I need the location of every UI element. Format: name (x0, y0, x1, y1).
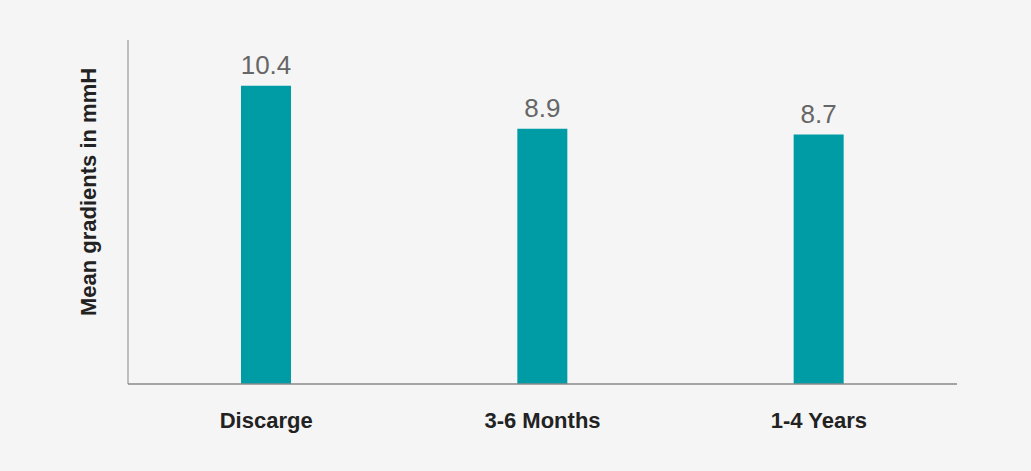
svg-text:3-6 Months: 3-6 Months (484, 408, 600, 433)
svg-text:10.4: 10.4 (241, 50, 292, 80)
svg-text:1-4 Years: 1-4 Years (771, 408, 867, 433)
svg-text:8.9: 8.9 (524, 93, 560, 123)
svg-text:Mean gradients in mmH: Mean gradients in mmH (76, 68, 101, 316)
svg-text:8.7: 8.7 (801, 99, 837, 129)
svg-text:Discarge: Discarge (220, 408, 313, 433)
